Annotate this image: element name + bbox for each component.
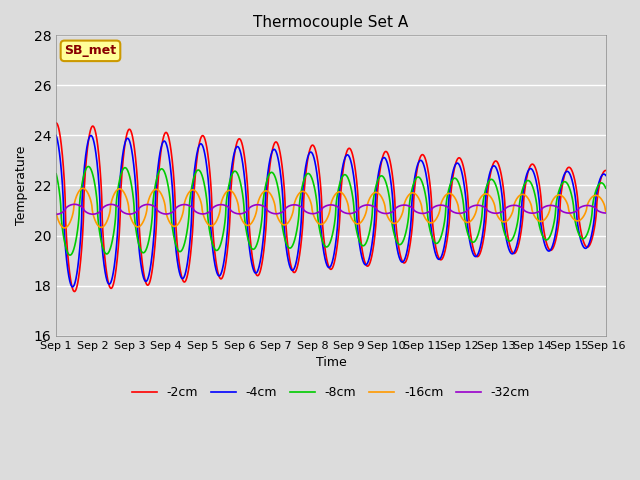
- -32cm: [263, 207, 271, 213]
- -16cm: [264, 188, 271, 194]
- -32cm: [591, 205, 599, 211]
- -2cm: [70, 288, 78, 294]
- -16cm: [148, 190, 156, 196]
- -4cm: [263, 177, 271, 182]
- Text: SB_met: SB_met: [65, 44, 116, 57]
- -4cm: [52, 132, 60, 138]
- Y-axis label: Temperature: Temperature: [15, 146, 28, 225]
- Line: -4cm: -4cm: [56, 135, 605, 287]
- -4cm: [287, 266, 295, 272]
- -16cm: [115, 186, 123, 192]
- -16cm: [79, 185, 87, 191]
- Title: Thermocouple Set A: Thermocouple Set A: [253, 15, 408, 30]
- -4cm: [69, 284, 77, 290]
- -32cm: [532, 210, 540, 216]
- -8cm: [67, 252, 74, 258]
- -16cm: [287, 215, 295, 220]
- -8cm: [84, 164, 92, 169]
- -16cm: [602, 208, 609, 214]
- Legend: -2cm, -4cm, -8cm, -16cm, -32cm: -2cm, -4cm, -8cm, -16cm, -32cm: [127, 382, 535, 405]
- Line: -16cm: -16cm: [56, 188, 605, 228]
- Line: -32cm: -32cm: [56, 204, 605, 214]
- -16cm: [532, 216, 540, 221]
- -2cm: [263, 196, 271, 202]
- -8cm: [532, 197, 540, 203]
- -32cm: [115, 204, 123, 210]
- -4cm: [532, 177, 540, 183]
- -4cm: [148, 256, 156, 262]
- -8cm: [264, 176, 271, 182]
- -2cm: [287, 263, 295, 268]
- -32cm: [602, 210, 609, 216]
- -2cm: [602, 168, 609, 173]
- -2cm: [115, 234, 123, 240]
- -8cm: [591, 190, 599, 195]
- -8cm: [115, 179, 123, 185]
- -16cm: [52, 210, 60, 216]
- -2cm: [591, 221, 599, 227]
- -2cm: [532, 167, 540, 172]
- -8cm: [287, 245, 295, 251]
- -32cm: [148, 202, 156, 208]
- -32cm: [70, 202, 78, 207]
- -2cm: [148, 271, 156, 276]
- -4cm: [115, 192, 123, 197]
- Line: -8cm: -8cm: [56, 167, 605, 255]
- -8cm: [148, 218, 156, 224]
- -16cm: [61, 225, 68, 231]
- Line: -2cm: -2cm: [56, 123, 605, 291]
- -4cm: [591, 202, 599, 207]
- -32cm: [52, 211, 60, 217]
- -8cm: [52, 171, 60, 177]
- -32cm: [287, 203, 295, 208]
- -16cm: [591, 192, 599, 198]
- -2cm: [52, 120, 60, 126]
- -4cm: [602, 172, 609, 178]
- X-axis label: Time: Time: [316, 356, 346, 369]
- -8cm: [602, 185, 609, 191]
